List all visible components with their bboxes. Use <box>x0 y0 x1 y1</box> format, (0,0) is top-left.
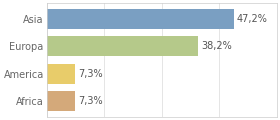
Text: 38,2%: 38,2% <box>201 41 232 51</box>
Text: 47,2%: 47,2% <box>237 14 268 24</box>
Text: 7,3%: 7,3% <box>79 69 103 79</box>
Text: 7,3%: 7,3% <box>79 96 103 106</box>
Bar <box>46 64 75 84</box>
Bar <box>46 9 234 29</box>
Bar <box>46 36 198 56</box>
Bar <box>46 91 75 111</box>
